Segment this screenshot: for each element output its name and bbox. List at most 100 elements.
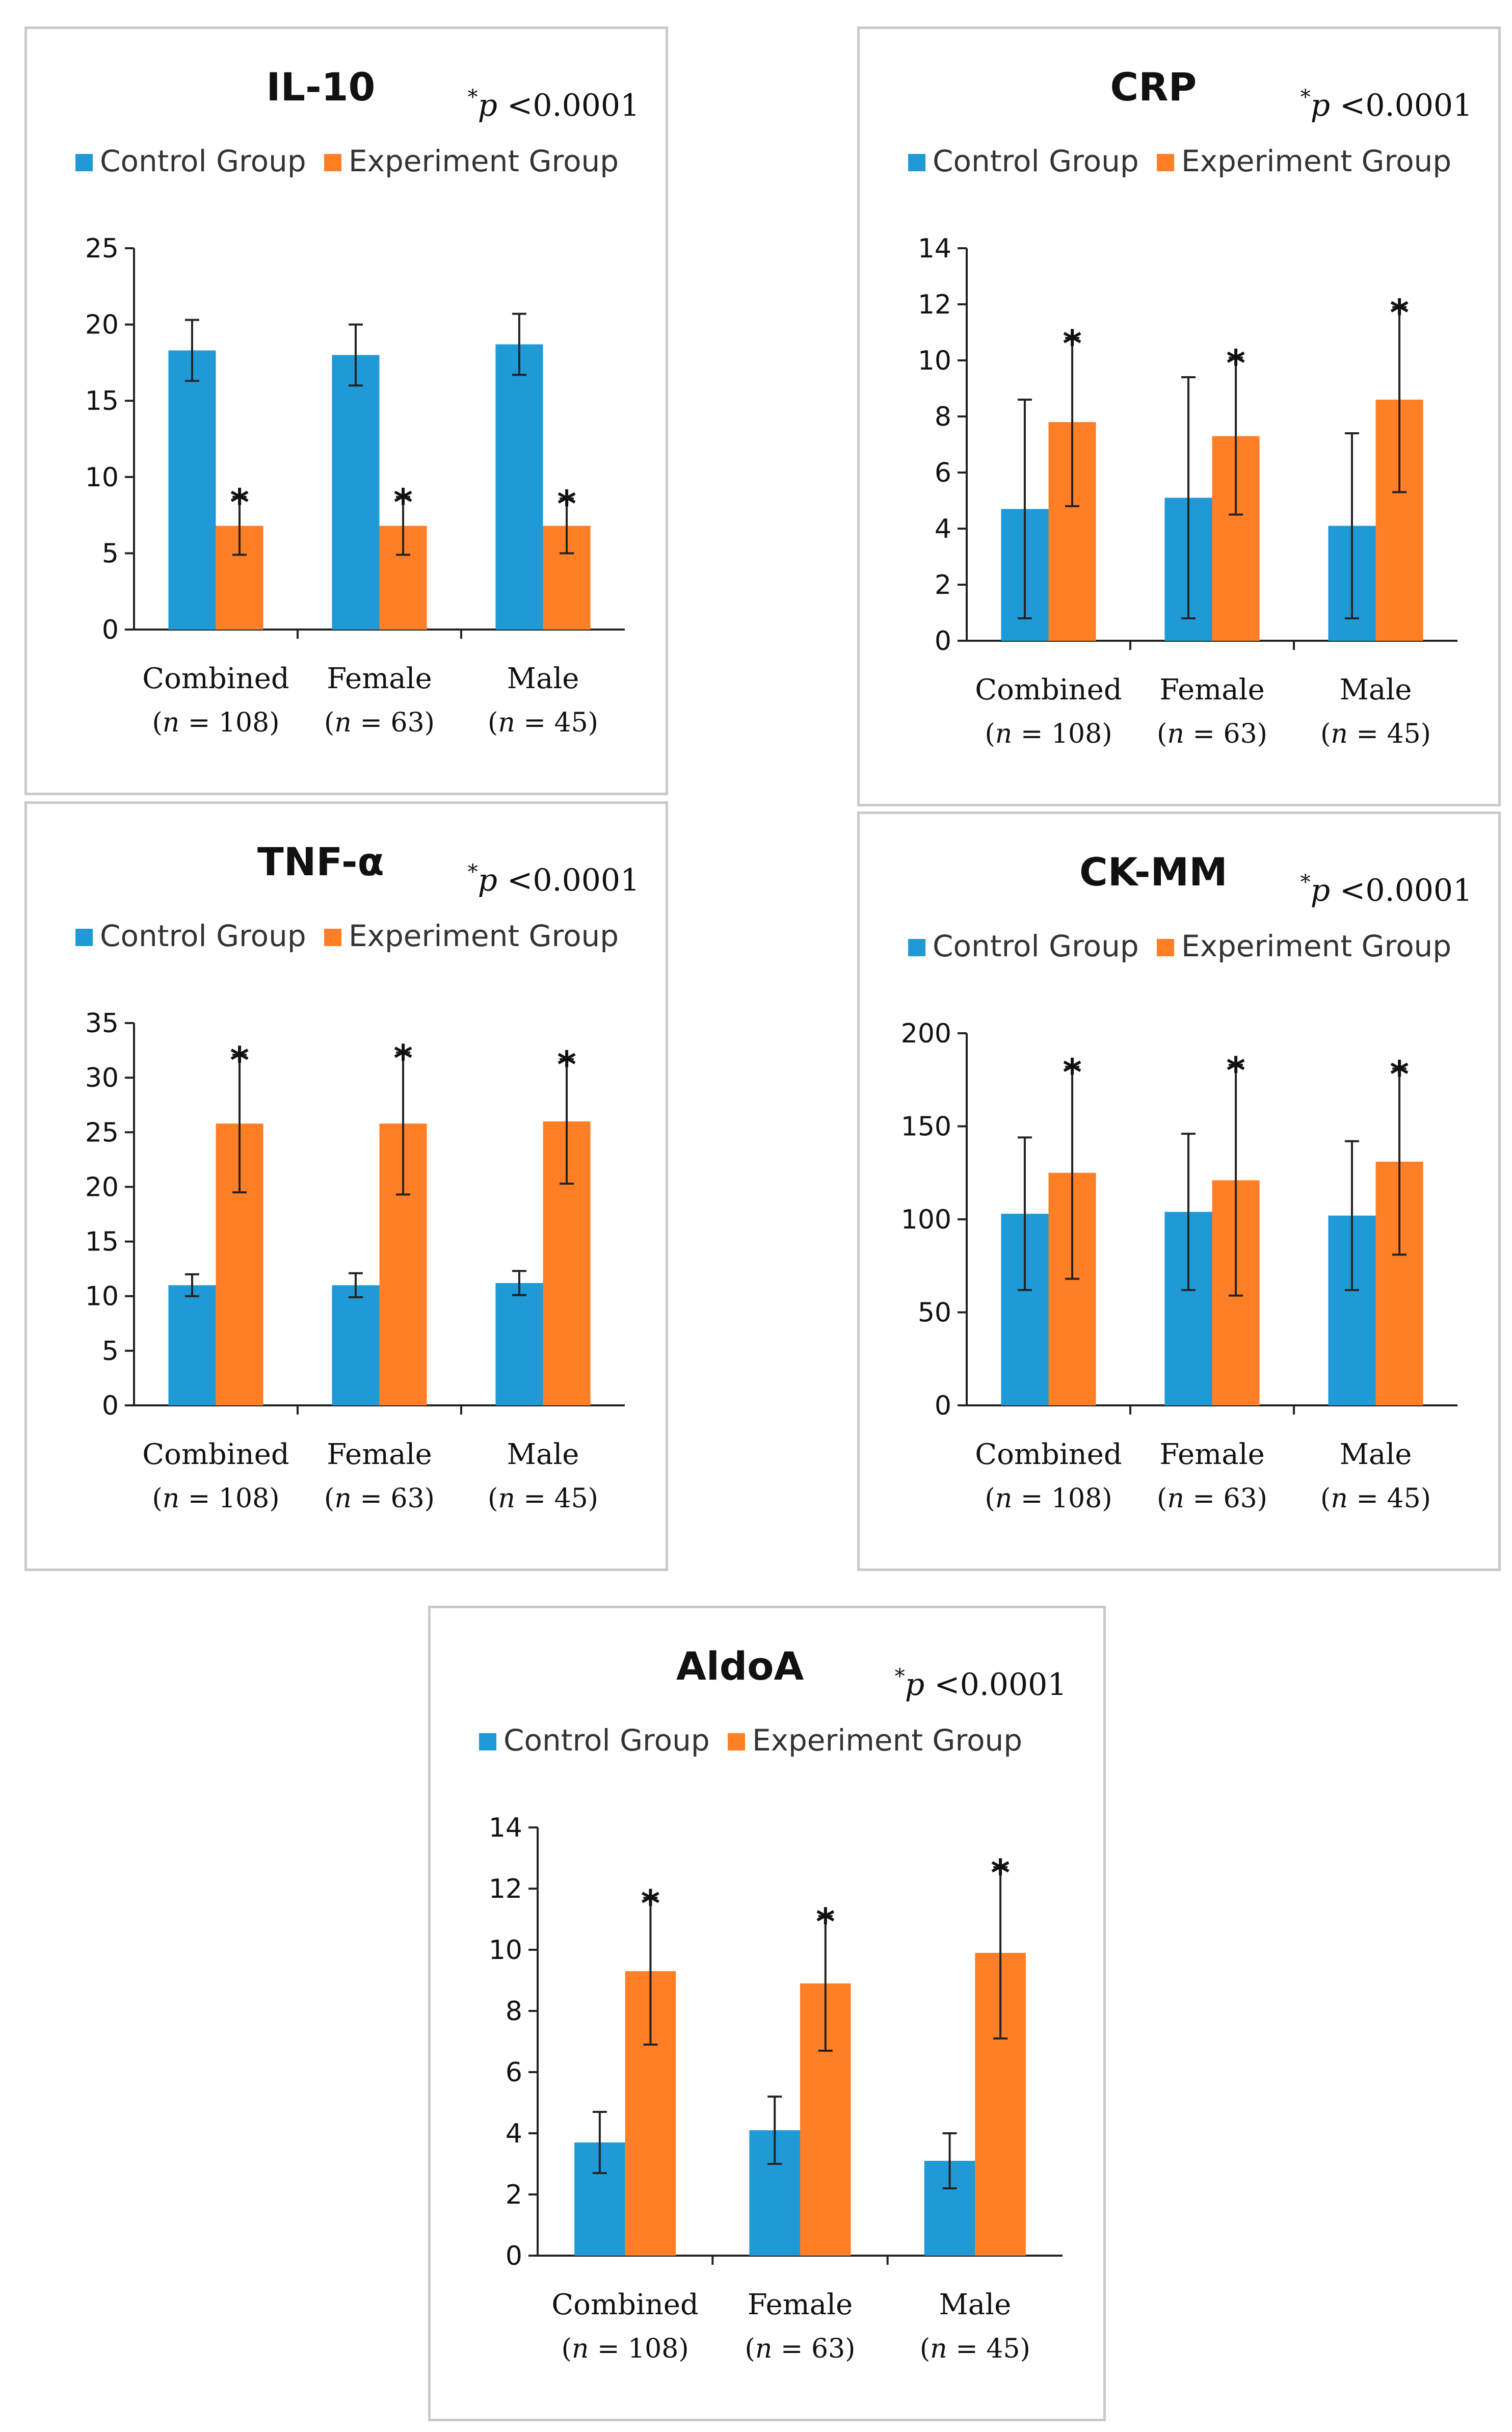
crp-chart-svg: CRP *p <0.0001 Control Group Experiment Gro…	[908, 64, 1473, 749]
x-category-label: Combined	[142, 1438, 289, 1471]
significance-star: *	[1063, 322, 1082, 365]
y-tick-label: 100	[901, 1205, 951, 1235]
x-category-label: Combined	[975, 1438, 1122, 1471]
y-tick-label: 5	[102, 538, 119, 569]
error-bar	[232, 1054, 247, 1194]
y-tick-label: 35	[85, 1008, 119, 1039]
y-tick-label: 20	[85, 310, 119, 341]
chart-title: IL-10	[266, 64, 375, 110]
x-category-n-label: (n = 63)	[745, 2334, 856, 2364]
x-category-label: Female	[327, 662, 432, 695]
y-tick-label: 15	[85, 1227, 119, 1258]
error-bar	[1181, 1133, 1196, 1291]
error-bar	[993, 1866, 1008, 2039]
error-bar	[184, 1273, 199, 1297]
significance-star: *	[230, 481, 249, 524]
y-tick-label: 5	[102, 1336, 119, 1367]
x-category-label: Male	[939, 2288, 1011, 2321]
y-tick-label: 50	[918, 1298, 951, 1328]
p-value-annotation: *p <0.0001	[1301, 871, 1473, 908]
y-tick-label: 0	[935, 626, 951, 657]
x-category-n-label: (n = 45)	[1320, 1483, 1431, 1514]
y-tick-label: 0	[935, 1391, 951, 1421]
legend-swatch	[75, 154, 93, 171]
legend-swatch	[728, 1733, 745, 1750]
legend-swatch	[324, 929, 341, 946]
y-tick-label: 150	[901, 1112, 951, 1142]
x-category-label: Female	[748, 2288, 853, 2321]
y-tick-label: 14	[918, 233, 951, 264]
error-bar	[560, 1058, 574, 1185]
error-bar	[396, 1051, 411, 1196]
legend-label: Experiment Group	[1181, 929, 1451, 963]
chart-title: TNF-α	[257, 839, 384, 884]
y-tick-label: 0	[102, 1391, 119, 1421]
error-bar	[1065, 337, 1080, 507]
error-bar	[1065, 1065, 1080, 1280]
control-bar	[168, 350, 216, 630]
significance-star: *	[991, 1851, 1010, 1894]
x-category-label: Male	[507, 662, 579, 695]
x-category-label: Combined	[975, 673, 1122, 707]
control-bar	[168, 1285, 216, 1405]
error-bar	[512, 1270, 526, 1296]
legend-label: Experiment Group	[752, 1723, 1022, 1758]
y-tick-label: 10	[85, 462, 119, 493]
error-bar	[1344, 1140, 1359, 1291]
y-tick-label: 25	[85, 233, 119, 264]
y-tick-label: 2	[506, 2180, 522, 2210]
legend-label: Control Group	[933, 929, 1139, 963]
error-bar	[1229, 1064, 1243, 1297]
p-value-annotation: *p <0.0001	[468, 860, 640, 898]
error-bar	[767, 2096, 782, 2165]
y-tick-label: 8	[506, 1996, 522, 2027]
legend-swatch	[75, 929, 93, 946]
legend-label: Control Group	[100, 919, 306, 953]
p-value-annotation: *p <0.0001	[468, 86, 640, 123]
chart-title: CRP	[1110, 64, 1197, 110]
x-category-n-label: (n = 45)	[1320, 719, 1431, 749]
y-tick-label: 10	[489, 1935, 522, 1966]
error-bar	[184, 319, 199, 382]
significance-star: *	[1226, 1049, 1245, 1092]
significance-star: *	[1390, 292, 1409, 334]
x-category-n-label: (n = 63)	[1157, 719, 1267, 749]
x-category-n-label: (n = 45)	[920, 2334, 1030, 2364]
chart-title: AldoA	[676, 1643, 804, 1689]
x-category-label: Combined	[551, 2288, 698, 2321]
significance-star: *	[1390, 1053, 1409, 1095]
il10-chart-svg: IL-10 *p <0.0001 Control Group Experiment G…	[75, 64, 640, 738]
control-bar	[332, 1285, 380, 1405]
p-value-annotation: *p <0.0001	[895, 1665, 1067, 1703]
p-value-annotation: *p <0.0001	[1301, 86, 1473, 123]
legend-swatch	[1157, 154, 1174, 171]
error-bar	[348, 323, 363, 387]
y-tick-label: 25	[85, 1117, 119, 1148]
error-bar	[1017, 399, 1032, 619]
y-tick-label: 4	[935, 514, 951, 544]
ck-mm-chart-svg: CK-MM *p <0.0001 Control Group Experiment G…	[901, 849, 1473, 1514]
x-category-label: Female	[1159, 1438, 1264, 1471]
tnf-alpha-panel: TNF-α *p <0.0001 Control Group Experiment G…	[24, 801, 668, 1571]
error-bar	[348, 1272, 363, 1298]
y-tick-label: 10	[918, 346, 951, 376]
x-category-n-label: (n = 63)	[324, 708, 435, 738]
crp-panel: CRP *p <0.0001 Control Group Experiment Gro…	[857, 27, 1501, 806]
legend-label: Control Group	[933, 144, 1139, 178]
x-category-n-label: (n = 108)	[985, 1483, 1112, 1514]
error-bar	[560, 497, 574, 555]
error-bar	[232, 495, 247, 556]
il10-panel: IL-10 *p <0.0001 Control Group Experiment G…	[24, 27, 668, 795]
y-tick-label: 200	[901, 1018, 951, 1049]
y-tick-label: 8	[935, 402, 951, 432]
x-category-n-label: (n = 108)	[985, 719, 1112, 749]
y-tick-label: 0	[102, 615, 119, 645]
x-category-n-label: (n = 108)	[152, 708, 280, 738]
tnf-alpha-chart-svg: TNF-α *p <0.0001 Control Group Experiment G…	[75, 839, 640, 1514]
y-tick-label: 15	[85, 386, 119, 416]
x-category-n-label: (n = 63)	[1157, 1483, 1267, 1514]
significance-star: *	[393, 481, 413, 524]
legend-swatch	[908, 939, 925, 956]
error-bar	[592, 2111, 607, 2174]
aldoa-panel: AldoA *p <0.0001 Control Group Experiment G…	[428, 1606, 1106, 2421]
